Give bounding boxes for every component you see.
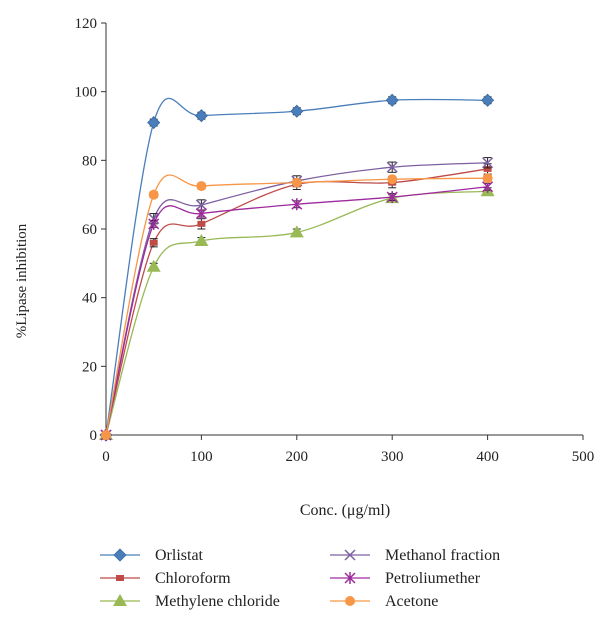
data-point-acetone xyxy=(387,174,398,185)
legend: Orlistat Chloroform Methylene chloride Meth… xyxy=(100,547,500,610)
series-line-petroliumether xyxy=(105,186,488,436)
x-tick-label: 400 xyxy=(476,449,499,465)
legend-label: Acetone xyxy=(385,593,438,610)
legend-item-orlistat: Orlistat xyxy=(100,547,204,564)
legend-marker-acetone xyxy=(345,596,355,606)
y-tick-label: 60 xyxy=(82,222,97,238)
data-point-orlistat xyxy=(194,109,208,123)
legend-marker-methanol-fraction xyxy=(344,549,356,561)
series-layer xyxy=(99,93,495,442)
legend-item-methylene-chloride: Methylene chloride xyxy=(100,593,280,610)
series-line-orlistat xyxy=(105,97,488,436)
y-tick-label: 80 xyxy=(82,153,97,169)
data-point-methanol-fraction xyxy=(195,199,207,211)
data-point-petroliumether xyxy=(386,191,398,204)
data-point-acetone xyxy=(148,189,159,200)
legend-label: Methanol fraction xyxy=(385,547,500,564)
y-tick-label: 20 xyxy=(82,359,97,375)
data-point-petroliumether xyxy=(148,217,160,230)
y-axis-ticks: 0 20 40 60 80 100 120 xyxy=(75,16,106,444)
data-point-acetone xyxy=(101,430,111,440)
legend-marker-petroliumether xyxy=(344,572,356,584)
data-point-methylene-chloride xyxy=(194,234,209,247)
series-acetone xyxy=(101,173,493,440)
data-point-methylene-chloride xyxy=(289,225,304,238)
data-point-petroliumether xyxy=(195,207,207,220)
axes xyxy=(105,23,583,436)
series-orlistat xyxy=(99,93,495,442)
series-petroliumether xyxy=(100,180,494,441)
x-axis-ticks: 0 100 200 300 400 500 xyxy=(102,435,594,465)
legend-item-methanol-fraction: Methanol fraction xyxy=(330,547,500,564)
data-point-chloroform xyxy=(483,165,492,172)
y-axis-label: %Lipase inhibition xyxy=(14,223,30,338)
data-point-acetone xyxy=(196,181,207,192)
legend-marker-orlistat xyxy=(113,548,127,562)
data-point-orlistat xyxy=(147,116,161,130)
legend-item-chloroform: Chloroform xyxy=(100,570,231,587)
y-tick-label: 0 xyxy=(90,428,98,444)
data-point-methylene-chloride xyxy=(146,259,161,272)
x-tick-label: 300 xyxy=(381,449,404,465)
data-point-acetone xyxy=(291,177,302,188)
legend-marker-methylene-chloride xyxy=(113,594,127,606)
data-point-orlistat xyxy=(481,93,495,107)
data-point-petroliumether xyxy=(291,198,303,211)
data-point-acetone xyxy=(482,173,493,184)
legend-label: Chloroform xyxy=(155,570,231,587)
legend-label: Petroliumether xyxy=(385,570,481,587)
legend-item-acetone: Acetone xyxy=(330,593,438,610)
legend-marker-chloroform xyxy=(116,575,124,581)
series-line-methanol-fraction xyxy=(105,162,488,436)
legend-label: Methylene chloride xyxy=(155,593,280,610)
data-point-orlistat xyxy=(290,104,304,118)
data-point-methanol-fraction xyxy=(482,157,494,169)
x-tick-label: 200 xyxy=(286,449,309,465)
x-tick-label: 0 xyxy=(102,449,110,465)
data-point-orlistat xyxy=(385,93,399,107)
legend-label: Orlistat xyxy=(155,547,204,564)
y-tick-label: 40 xyxy=(82,291,97,307)
legend-item-petroliumether: Petroliumether xyxy=(330,570,481,587)
data-point-chloroform xyxy=(149,239,158,246)
data-point-methanol-fraction xyxy=(386,161,398,173)
x-tick-label: 100 xyxy=(190,449,213,465)
y-tick-label: 100 xyxy=(75,85,98,101)
series-line-acetone xyxy=(105,174,488,436)
x-tick-label: 500 xyxy=(572,449,595,465)
data-point-chloroform xyxy=(197,220,206,227)
x-axis-label: Conc. (μg/ml) xyxy=(300,502,390,519)
y-tick-label: 120 xyxy=(75,16,98,32)
